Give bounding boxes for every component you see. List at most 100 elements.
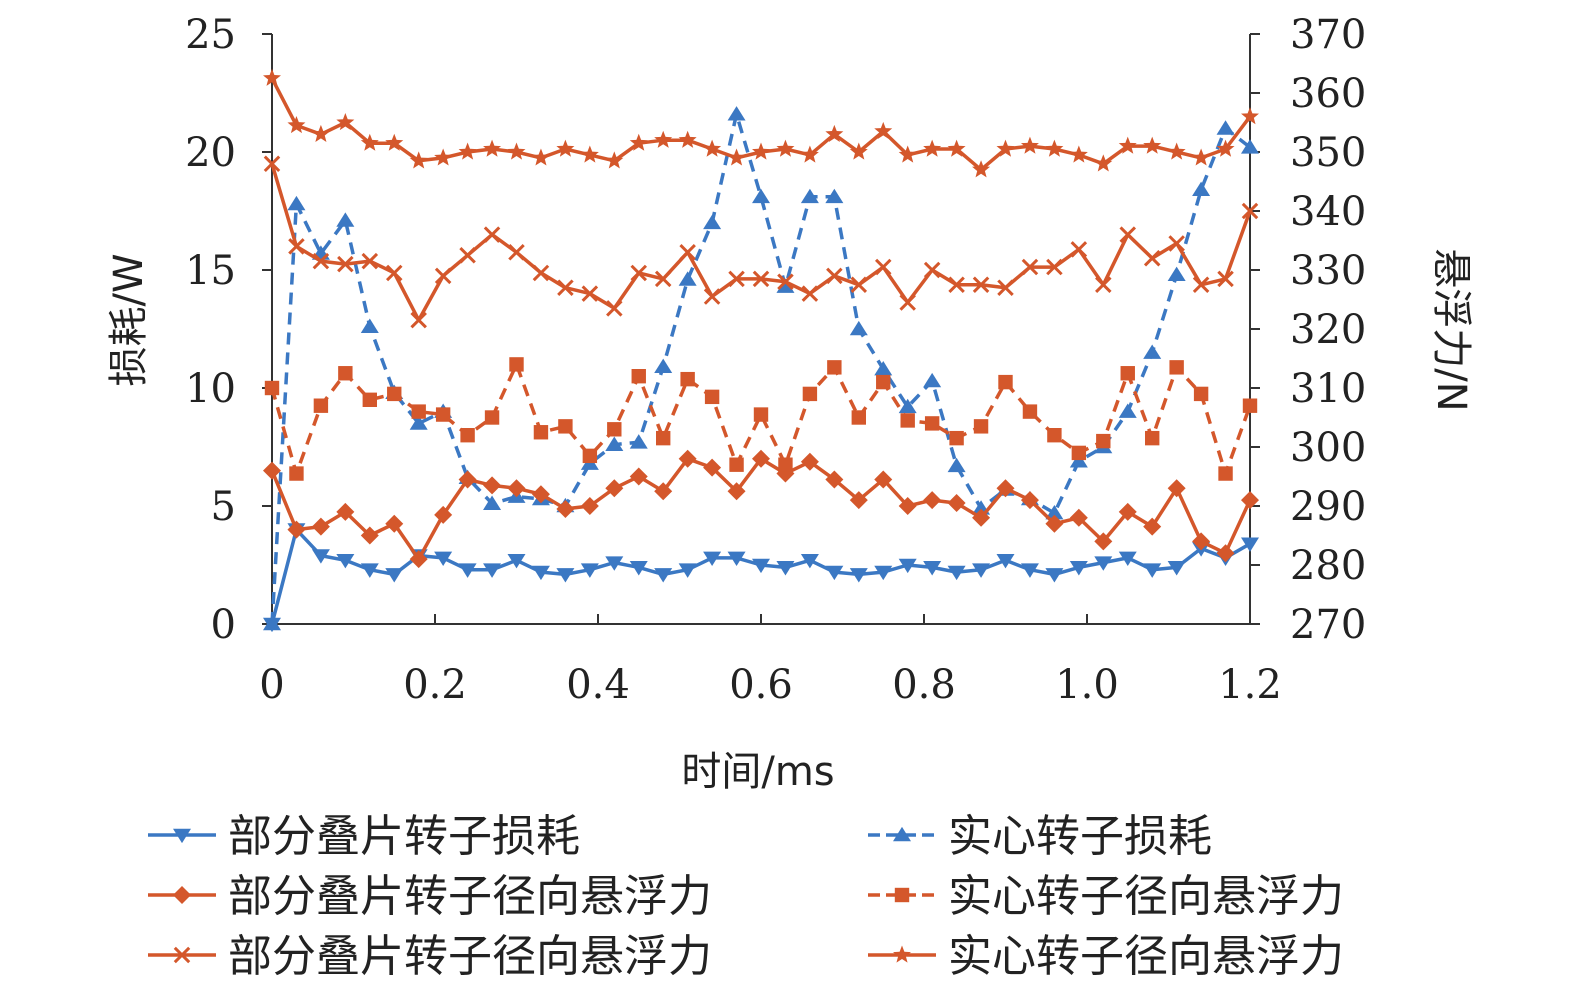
series-point xyxy=(898,497,917,515)
series-point xyxy=(827,360,842,375)
series-point xyxy=(531,148,550,166)
series-point xyxy=(387,386,402,402)
series-point xyxy=(483,563,502,578)
series-point xyxy=(972,160,991,178)
series-point xyxy=(1241,202,1259,220)
series-point xyxy=(753,407,769,422)
series-point xyxy=(800,553,819,569)
series-point xyxy=(337,255,354,273)
left-y-tick-label: 5 xyxy=(211,484,236,530)
series-point xyxy=(654,568,673,583)
series-point xyxy=(1094,532,1113,551)
series-point xyxy=(801,285,819,302)
series-point xyxy=(923,261,941,279)
series-point xyxy=(703,214,722,230)
left-y-tick-label: 15 xyxy=(185,248,236,294)
series-point xyxy=(1216,139,1235,157)
series-point xyxy=(1169,360,1184,375)
series-point xyxy=(849,142,868,160)
right-y-tick-label: 370 xyxy=(1290,12,1366,58)
series-point xyxy=(287,520,306,539)
series-point xyxy=(385,514,404,533)
series-point xyxy=(849,491,868,510)
series-point xyxy=(312,252,330,270)
series-point xyxy=(509,357,524,372)
series-point xyxy=(1192,181,1211,197)
series-point xyxy=(556,139,575,157)
series-point xyxy=(385,568,404,583)
legend-item: 部分叠片转子径向悬浮力 xyxy=(148,931,712,982)
series-point xyxy=(752,188,770,204)
series-point xyxy=(923,491,942,510)
ticks: 0 0.2 0.4 0.6 0.8 1.0 1.2 0 5 10 15 20 25 270 280 290 30… xyxy=(185,12,1366,708)
right-y-tick-label: 320 xyxy=(1290,307,1366,353)
left-y-axis-title: 损耗/W xyxy=(106,253,152,386)
series-point xyxy=(1045,568,1064,583)
series-point xyxy=(923,561,942,576)
x-tick-label: 0.8 xyxy=(892,662,956,708)
series-point xyxy=(360,563,379,578)
x-tick-label: 0.2 xyxy=(403,662,467,708)
series-point xyxy=(851,410,866,425)
series-point xyxy=(409,415,428,430)
series-point xyxy=(1167,266,1186,282)
series-point xyxy=(1020,491,1039,510)
right-y-tick-label: 330 xyxy=(1290,248,1366,294)
series-point xyxy=(1070,241,1088,258)
series-point xyxy=(605,151,624,169)
left-y-tick-label: 20 xyxy=(185,130,236,176)
series-point xyxy=(606,300,623,317)
series-point xyxy=(1118,551,1137,567)
series-point xyxy=(631,369,646,384)
series-point xyxy=(1143,563,1162,578)
series-point xyxy=(629,434,648,449)
series-line xyxy=(270,362,1252,476)
series-point xyxy=(826,267,843,285)
series-point xyxy=(483,476,502,495)
series-point xyxy=(703,139,722,157)
series-point xyxy=(434,505,453,524)
series-point xyxy=(263,615,281,631)
series-point xyxy=(629,133,648,151)
series-point xyxy=(1069,508,1088,527)
series-point xyxy=(409,151,428,169)
right-y-axis-title: 悬浮力/N xyxy=(1428,248,1474,411)
series-point xyxy=(899,294,916,311)
series-point xyxy=(874,258,892,276)
right-y-tick-label: 290 xyxy=(1290,484,1366,530)
series-point xyxy=(776,139,795,157)
series-point xyxy=(678,130,697,148)
legend-swatch-marker xyxy=(894,887,910,903)
series-point xyxy=(776,561,795,576)
series-point xyxy=(1021,258,1039,276)
series-point xyxy=(411,404,426,419)
series-point xyxy=(776,278,795,293)
series-point xyxy=(874,121,893,139)
series-point xyxy=(460,428,475,443)
series-point xyxy=(1096,433,1111,449)
series-point xyxy=(1118,136,1137,154)
series-point xyxy=(752,142,770,160)
series-point xyxy=(802,386,818,402)
series-point xyxy=(800,145,819,163)
series-5 xyxy=(263,155,1259,329)
series-point xyxy=(435,407,451,422)
series-point xyxy=(483,226,501,243)
right-y-tick-label: 300 xyxy=(1290,425,1366,471)
right-y-tick-label: 310 xyxy=(1290,366,1366,412)
series-point xyxy=(1168,235,1185,252)
series-point xyxy=(727,482,746,501)
series-point xyxy=(582,448,598,464)
series-point xyxy=(778,457,793,472)
series-point xyxy=(434,551,453,567)
series-point xyxy=(458,563,477,578)
series-point xyxy=(679,244,696,261)
series-point xyxy=(997,279,1014,296)
series-point xyxy=(410,311,427,329)
series-point xyxy=(996,479,1015,498)
series-point xyxy=(605,556,624,571)
series-point xyxy=(1192,148,1211,166)
series-point xyxy=(825,188,844,204)
series-point xyxy=(972,563,991,578)
series-point xyxy=(263,68,281,86)
